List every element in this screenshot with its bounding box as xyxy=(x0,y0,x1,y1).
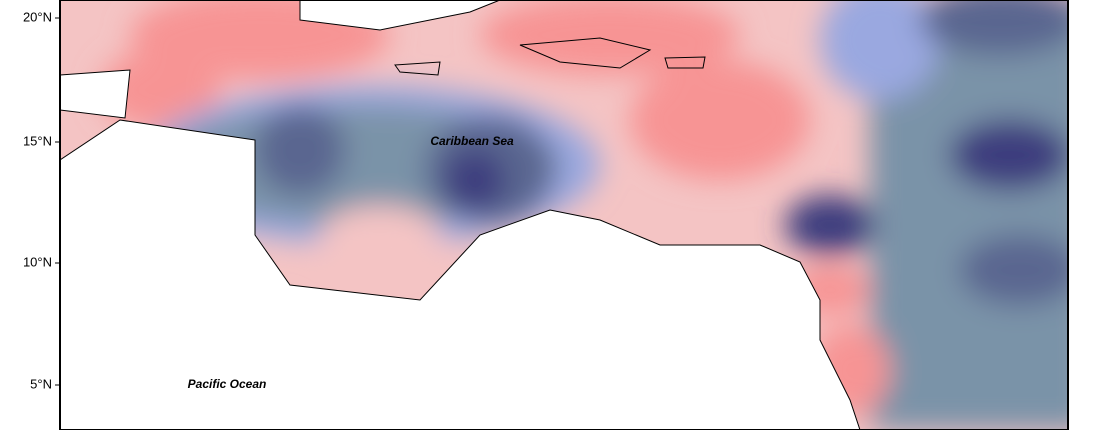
yucatan xyxy=(60,69,131,119)
land xyxy=(60,119,861,430)
hispaniola xyxy=(519,37,652,69)
lat-label: 15°N xyxy=(23,133,52,148)
field xyxy=(60,0,1068,430)
sea-label: Caribbean Sea xyxy=(430,134,514,148)
contours xyxy=(100,0,1068,430)
lat-label: 20°N xyxy=(23,9,52,24)
cuba xyxy=(299,0,501,31)
lat-label: 5°N xyxy=(30,376,52,391)
jamaica xyxy=(394,61,441,76)
ocean-label: Pacific Ocean xyxy=(188,377,267,391)
puerto-rico xyxy=(664,56,706,69)
lat-label: 10°N xyxy=(23,254,52,269)
